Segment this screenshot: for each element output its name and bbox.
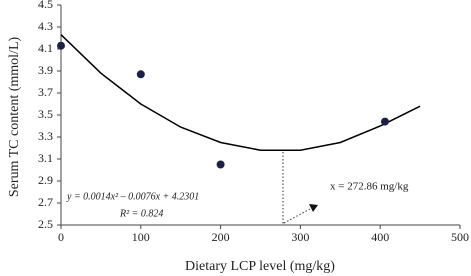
equation: y = 0.0014x² – 0.0076x + 4.2301: [66, 191, 199, 202]
point: [57, 41, 65, 50]
y-tick-label: 4.3: [38, 19, 53, 33]
x-tick-label: 400: [371, 230, 389, 244]
y-tick-label: 2.9: [38, 173, 53, 187]
y-tick-label: 4.5: [38, 0, 53, 11]
x-tick-label: 500: [451, 230, 469, 244]
point: [136, 70, 145, 79]
x-tick-label: 200: [212, 230, 230, 244]
y-tick-label: 3.3: [38, 129, 53, 143]
y-tick-label: 3.1: [38, 151, 53, 165]
x-tick-label: 300: [291, 230, 309, 244]
y-tick-label: 3.9: [38, 63, 53, 77]
r-squared: R² = 0.824: [119, 208, 163, 219]
point: [380, 117, 389, 126]
vertex-label: x = 272.86 mg/kg: [330, 181, 409, 193]
x-tick-label: 0: [58, 230, 64, 244]
y-tick-label: 4.1: [38, 41, 53, 55]
arrow-head: [309, 204, 318, 212]
y-tick-label: 2.7: [38, 195, 53, 209]
y-tick-label: 2.5: [38, 217, 53, 231]
y-tick-label: 3.5: [38, 107, 53, 121]
x-tick-label: 100: [132, 230, 150, 244]
y-tick-label: 3.7: [38, 85, 53, 99]
fit-curve: [60, 34, 421, 151]
x-axis-label: Dietary LCP level (mg/kg): [185, 259, 335, 274]
y-axis-label: Serum TC content (mmol/L): [7, 37, 22, 198]
vertex-arrow: [283, 208, 311, 224]
point: [216, 160, 225, 169]
